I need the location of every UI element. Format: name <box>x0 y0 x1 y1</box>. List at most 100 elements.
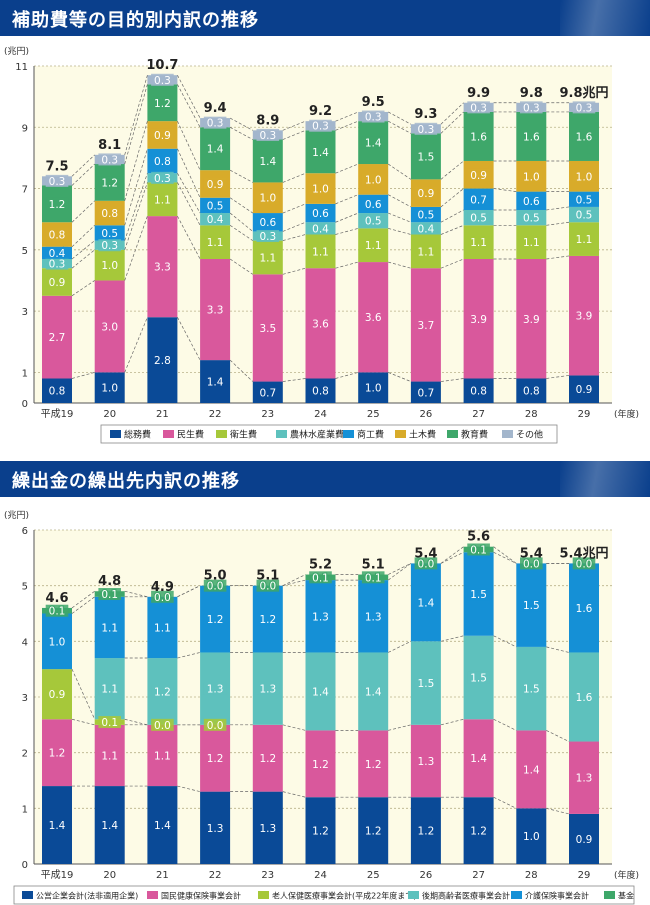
data-label-bg <box>45 246 69 259</box>
legend-label: 商工費 <box>357 429 384 441</box>
x-tick-label: 21 <box>156 870 169 881</box>
legend-label: 土木費 <box>409 429 436 441</box>
y-tick-label: 5 <box>22 246 28 257</box>
data-label-bg <box>414 122 438 135</box>
connector-line <box>229 169 253 183</box>
chart2-title-banner: 繰出金の繰出先内訳の推移 <box>0 461 650 497</box>
connector-line <box>282 234 306 241</box>
data-label: 0.3 <box>576 102 593 114</box>
connector-line <box>440 209 464 223</box>
data-label: 0.3 <box>418 124 435 136</box>
connector-line <box>229 197 253 214</box>
data-label-bg <box>256 230 280 243</box>
data-label: 0.1 <box>365 572 382 584</box>
data-label-bg <box>45 257 69 270</box>
data-label-bg <box>467 752 490 765</box>
connector-line <box>388 372 412 382</box>
data-label-bg <box>151 819 174 832</box>
data-label: 0.4 <box>312 223 329 235</box>
x-tick-label: 23 <box>261 409 274 420</box>
data-label: 0.9 <box>576 834 593 846</box>
total-label: 5.0 <box>204 569 227 584</box>
data-label-bg <box>256 752 280 765</box>
connector-line <box>440 378 464 382</box>
data-label: 1.3 <box>259 684 276 696</box>
data-label-bg <box>256 191 280 204</box>
data-label-bg <box>309 384 332 397</box>
x-tick-label: 26 <box>420 870 433 881</box>
data-label: 0.5 <box>365 216 382 228</box>
connector-line <box>177 75 201 119</box>
data-label-bg <box>203 177 227 190</box>
x-tick-label: 26 <box>420 409 433 420</box>
total-label: 5.1 <box>362 558 385 573</box>
x-tick-label: 27 <box>472 870 485 881</box>
data-label-bg <box>45 746 69 759</box>
connector-line <box>493 188 517 192</box>
data-label-bg <box>572 557 596 570</box>
data-label: 3.0 <box>101 321 118 333</box>
x-unit-label: (年度) <box>614 408 639 420</box>
y-unit-label: (兆円) <box>4 46 29 57</box>
data-label: 3.6 <box>312 318 329 330</box>
data-label: 3.9 <box>470 314 487 326</box>
data-label-bg <box>203 199 227 212</box>
data-label: 1.2 <box>154 98 171 110</box>
connector-line <box>388 163 412 180</box>
data-label: 1.1 <box>101 622 118 634</box>
data-label: 0.5 <box>576 210 593 222</box>
legend-swatch <box>604 891 615 899</box>
data-label-bg <box>309 757 332 770</box>
data-label-bg <box>309 824 332 837</box>
data-label: 0.9 <box>576 384 593 396</box>
data-label: 1.4 <box>523 764 540 776</box>
data-label-bg <box>98 381 121 394</box>
connector-line <box>282 221 306 232</box>
total-unit-suffix: 兆円 <box>583 545 609 561</box>
data-label-bg <box>361 824 385 837</box>
data-label: 0.3 <box>49 259 66 271</box>
data-label: 0.9 <box>418 188 435 200</box>
connector-line <box>124 182 148 250</box>
data-label: 1.3 <box>576 773 593 785</box>
y-tick-label: 5 <box>22 582 28 593</box>
data-label: 0.4 <box>49 248 66 260</box>
data-label: 1.1 <box>470 237 487 249</box>
legend-swatch <box>408 891 419 899</box>
y-tick-label: 0 <box>22 399 28 410</box>
data-label-bg <box>414 208 438 221</box>
data-label-bg <box>98 176 121 189</box>
data-label: 1.6 <box>523 131 540 143</box>
y-tick-label: 2 <box>22 749 28 760</box>
legend-swatch <box>147 891 158 899</box>
total-label: 9.3 <box>414 107 437 122</box>
data-label: 3.9 <box>523 314 540 326</box>
data-label: 3.3 <box>207 305 224 317</box>
data-label-bg <box>520 384 543 397</box>
data-label: 1.2 <box>365 826 382 838</box>
data-label: 3.7 <box>418 320 435 332</box>
total-label: 5.4 <box>414 546 437 561</box>
data-label: 1.4 <box>312 147 329 159</box>
data-label: 1.0 <box>365 174 382 186</box>
data-label: 1.4 <box>154 820 171 832</box>
data-label: 1.3 <box>259 823 276 835</box>
data-label-bg <box>45 197 69 210</box>
y-tick-label: 6 <box>22 526 28 537</box>
data-label-bg <box>572 233 596 246</box>
connector-line <box>440 718 464 726</box>
data-label-bg <box>572 193 596 206</box>
data-label-bg <box>520 682 543 695</box>
y-tick-label: 3 <box>22 693 28 704</box>
data-label: 1.3 <box>207 823 224 835</box>
data-label: 1.2 <box>470 826 487 838</box>
data-label: 0.8 <box>470 386 487 398</box>
connector-line <box>229 225 253 241</box>
data-label-bg <box>309 119 332 132</box>
data-label-bg <box>414 386 438 399</box>
chart2-title: 繰出金の繰出先内訳の推移 <box>12 471 240 492</box>
data-label: 0.5 <box>101 228 118 240</box>
x-tick-label: 22 <box>209 870 222 881</box>
connector-line <box>388 120 412 134</box>
connector-line <box>71 669 96 720</box>
